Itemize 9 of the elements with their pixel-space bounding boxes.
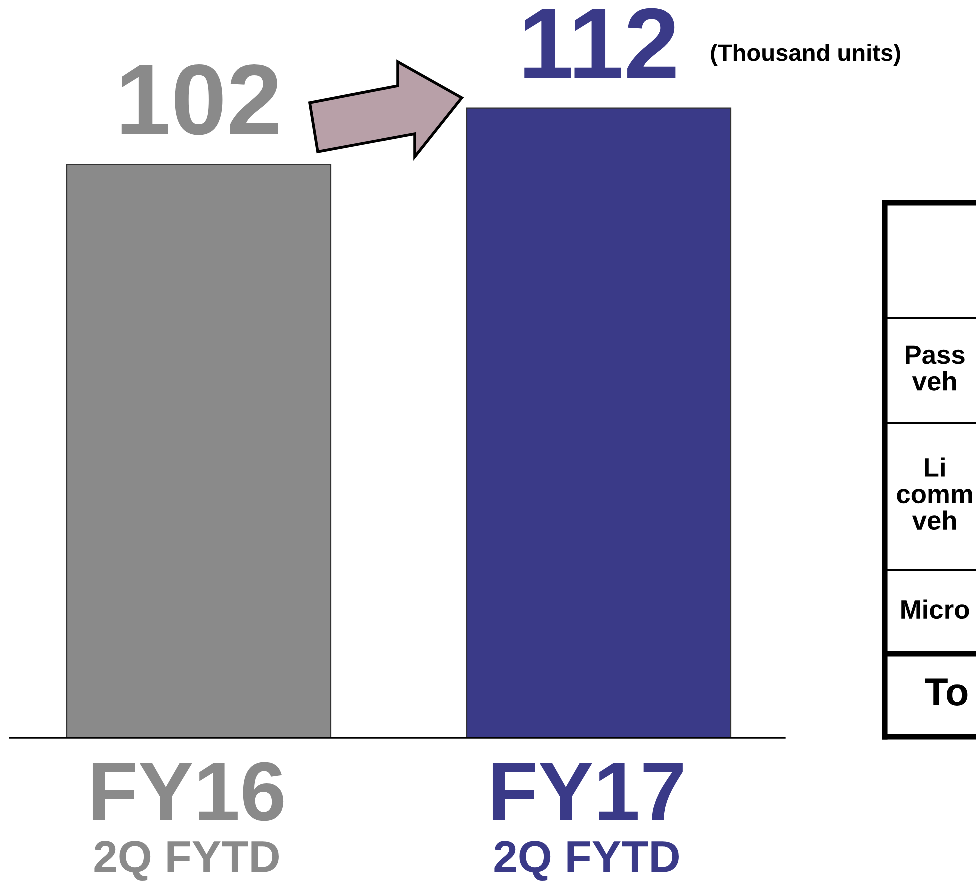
text: Pass veh — [906, 346, 965, 391]
text: Li comm veh — [897, 458, 972, 530]
text: Micro — [902, 600, 970, 620]
x-tick-label: FY16 2Q FYTD — [92, 762, 284, 881]
data-label: 102 — [122, 64, 278, 136]
x-tick-label: FY17 2Q FYTD — [492, 763, 683, 881]
text: To — [925, 678, 968, 706]
data-label: 112 — [524, 8, 676, 78]
text: (Thousand units) — [711, 44, 900, 66]
